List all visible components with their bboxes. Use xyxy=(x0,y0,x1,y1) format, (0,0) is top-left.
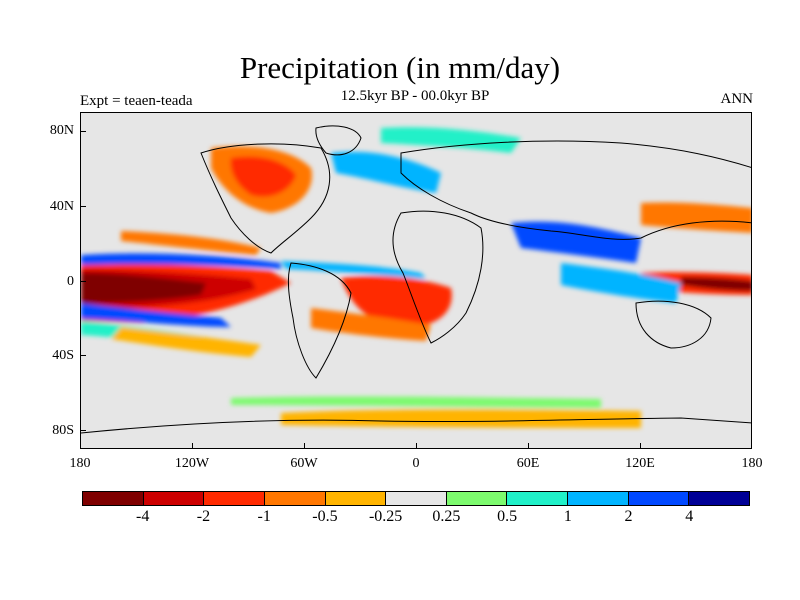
lat-label-0: 0 xyxy=(67,274,74,289)
colorbar-swatch xyxy=(386,492,447,505)
lon-label-180w: 180 xyxy=(69,456,91,471)
colorbar-swatch xyxy=(568,492,629,505)
lat-tick xyxy=(80,206,86,207)
north-atlantic-wet xyxy=(331,151,441,193)
colorbar-swatch xyxy=(446,492,508,505)
lon-label-120w: 120W xyxy=(174,456,210,471)
lat-label-80s: 80S xyxy=(52,423,74,438)
colorbar-swatch xyxy=(264,492,326,505)
lat-label-40n: 40N xyxy=(49,199,74,214)
south-america-coast xyxy=(287,262,352,379)
precipitation-map xyxy=(80,112,752,449)
lat-tick xyxy=(80,131,86,132)
colorbar-swatch xyxy=(83,492,144,505)
lat-tick xyxy=(80,355,86,356)
pacific-dry-band-core xyxy=(81,273,206,303)
lon-tick xyxy=(192,443,193,449)
lon-label-120e: 120E xyxy=(625,456,655,471)
east-asia-dry xyxy=(641,202,751,233)
lat-label-40s: 40S xyxy=(52,348,74,363)
maritime-continent-wet xyxy=(561,263,681,303)
lon-tick xyxy=(528,443,529,449)
north-america-dry-core xyxy=(230,156,296,197)
indian-ocean-wet xyxy=(511,221,641,263)
africa-dry-halo xyxy=(311,308,431,341)
colorbar-label: -4 xyxy=(136,508,150,525)
southern-ocean-green xyxy=(231,396,601,408)
coastlines xyxy=(81,125,751,434)
experiment-label: Expt = teaen-teada xyxy=(80,93,193,109)
season-label: ANN xyxy=(720,91,754,107)
colorbar-label: 0.5 xyxy=(497,508,518,525)
colorbar-label: 4 xyxy=(685,508,694,525)
west-pacific-dry-core xyxy=(681,277,751,291)
lon-label-60e: 60E xyxy=(516,456,540,471)
arctic-wet xyxy=(381,127,521,153)
colorbar-label: 2 xyxy=(624,508,633,525)
lon-tick xyxy=(416,443,417,449)
north-america-coast xyxy=(200,143,331,254)
greenland-coast xyxy=(315,125,362,156)
lat-tick xyxy=(80,430,86,431)
colorbar-swatch xyxy=(143,492,205,505)
south-pacific-orange-band xyxy=(111,327,261,357)
australia-coast xyxy=(635,300,712,349)
map-canvas xyxy=(81,113,751,448)
colorbar-swatch xyxy=(689,492,750,505)
lon-tick xyxy=(640,443,641,449)
colorbar-swatch xyxy=(507,492,569,505)
lon-label-60w: 60W xyxy=(290,456,318,471)
plot-subtitle: 12.5kyr BP - 00.0kyr BP xyxy=(340,88,490,104)
plot-title: Precipitation (in mm/day) xyxy=(239,50,561,85)
colorbar xyxy=(82,491,750,506)
lon-label-180e: 180 xyxy=(741,456,763,471)
africa-dry xyxy=(341,276,452,328)
atlantic-wet-band xyxy=(281,261,426,279)
lon-tick xyxy=(304,443,305,449)
colorbar-label: 1 xyxy=(563,508,572,525)
lat-tick xyxy=(80,281,86,282)
colorbar-label: -2 xyxy=(196,508,211,525)
colorbar-label: -0.25 xyxy=(368,508,403,525)
north-pacific-orange-band xyxy=(121,231,261,255)
eurasia-coast xyxy=(400,140,751,240)
colorbar-swatch xyxy=(628,492,690,505)
colorbar-swatch xyxy=(204,492,265,505)
lat-label-80n: 80N xyxy=(49,123,74,138)
lon-label-0: 0 xyxy=(412,456,420,471)
southern-ocean-orange xyxy=(281,409,641,428)
colorbar-label: 0.25 xyxy=(432,508,461,525)
south-pacific-wet-arc xyxy=(81,303,231,327)
colorbar-label: -1 xyxy=(257,508,271,525)
colorbar-label: -0.5 xyxy=(312,508,338,525)
colorbar-swatch xyxy=(325,492,387,505)
pacific-wet-band xyxy=(81,253,281,269)
antarctica-coast xyxy=(81,417,751,434)
africa-coast xyxy=(392,210,484,344)
